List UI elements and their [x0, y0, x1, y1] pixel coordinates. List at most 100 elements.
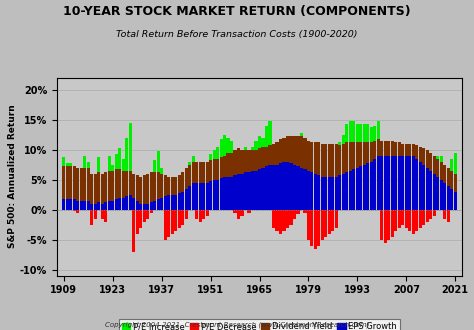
Bar [139, 177, 142, 204]
Bar [104, 210, 108, 221]
Bar [143, 175, 146, 204]
Bar [419, 162, 422, 210]
Bar [454, 152, 457, 174]
Bar [380, 141, 383, 155]
Bar [199, 162, 202, 182]
Bar [338, 142, 341, 145]
Bar [230, 141, 233, 152]
Bar [184, 210, 188, 218]
Bar [262, 147, 264, 168]
Bar [366, 163, 369, 210]
Bar [356, 168, 359, 210]
Bar [286, 162, 289, 210]
Bar [426, 168, 429, 210]
Bar [212, 158, 216, 180]
Bar [391, 141, 394, 155]
Bar [101, 210, 104, 218]
Bar [426, 210, 429, 221]
Bar [370, 142, 373, 162]
Bar [401, 155, 404, 210]
Bar [178, 210, 181, 228]
Bar [244, 149, 247, 172]
Bar [272, 210, 275, 228]
Bar [265, 147, 268, 166]
Bar [275, 165, 279, 210]
Bar [377, 155, 380, 210]
Bar [317, 175, 320, 210]
Bar [125, 171, 128, 196]
Bar [118, 169, 121, 198]
Bar [290, 210, 292, 224]
Bar [209, 154, 212, 160]
Bar [171, 177, 174, 195]
Bar [206, 162, 209, 182]
Bar [370, 127, 373, 142]
Bar [443, 182, 446, 210]
Bar [160, 198, 163, 210]
Bar [251, 149, 254, 171]
Bar [380, 155, 383, 210]
Bar [447, 185, 450, 210]
Bar [251, 147, 254, 149]
Bar [268, 145, 272, 165]
Bar [398, 210, 401, 228]
Text: Total Return Before Transaction Costs (1900-2020): Total Return Before Transaction Costs (1… [116, 30, 358, 39]
Bar [132, 174, 135, 198]
Bar [433, 174, 436, 210]
Bar [227, 152, 229, 177]
Bar [363, 142, 366, 165]
Bar [62, 199, 65, 210]
Bar [314, 210, 317, 248]
Bar [80, 201, 83, 210]
Bar [156, 151, 160, 172]
Bar [268, 121, 272, 145]
Bar [247, 149, 251, 172]
Bar [436, 158, 439, 177]
Bar [373, 141, 376, 158]
Bar [234, 149, 237, 175]
Bar [433, 210, 436, 215]
Bar [178, 193, 181, 210]
Bar [104, 172, 108, 202]
Bar [401, 210, 404, 224]
Bar [405, 144, 408, 155]
Bar [286, 210, 289, 228]
Bar [244, 147, 247, 149]
Bar [237, 148, 240, 174]
Bar [366, 142, 369, 163]
Bar [296, 210, 300, 215]
Bar [108, 201, 111, 210]
Bar [143, 204, 146, 210]
Bar [240, 210, 244, 215]
Bar [69, 199, 73, 210]
Bar [128, 122, 132, 171]
Bar [153, 172, 156, 201]
Bar [174, 210, 177, 231]
Bar [324, 144, 328, 177]
Bar [338, 145, 341, 175]
Bar [268, 165, 272, 210]
Bar [212, 180, 216, 210]
Bar [94, 174, 97, 204]
Bar [167, 195, 170, 210]
Bar [62, 157, 65, 166]
Bar [87, 201, 90, 210]
Bar [195, 210, 198, 218]
Bar [66, 163, 69, 166]
Bar [101, 174, 104, 204]
Bar [209, 160, 212, 181]
Bar [216, 180, 219, 210]
Bar [188, 162, 191, 165]
Bar [363, 165, 366, 210]
Bar [436, 177, 439, 210]
Bar [178, 175, 181, 193]
Bar [219, 157, 223, 178]
Text: 10-YEAR STOCK MARKET RETURN (COMPONENTS): 10-YEAR STOCK MARKET RETURN (COMPONENTS) [63, 5, 411, 18]
Bar [300, 136, 303, 168]
Bar [181, 210, 184, 224]
Bar [223, 135, 226, 155]
Bar [108, 171, 111, 201]
Bar [419, 147, 422, 162]
Bar [206, 210, 209, 215]
Bar [132, 210, 135, 251]
